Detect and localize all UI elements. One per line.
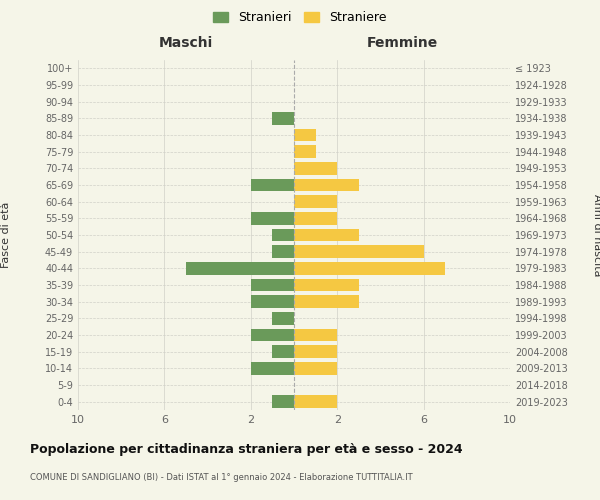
Bar <box>294 346 337 358</box>
Text: Maschi: Maschi <box>159 36 213 50</box>
Bar <box>272 312 294 324</box>
Bar <box>294 212 337 224</box>
Bar <box>294 279 359 291</box>
Text: COMUNE DI SANDIGLIANO (BI) - Dati ISTAT al 1° gennaio 2024 - Elaborazione TUTTIT: COMUNE DI SANDIGLIANO (BI) - Dati ISTAT … <box>30 472 413 482</box>
Bar <box>251 179 294 191</box>
Bar <box>294 246 424 258</box>
Bar <box>294 162 337 174</box>
Bar <box>294 396 337 408</box>
Bar <box>251 329 294 341</box>
Bar <box>251 212 294 224</box>
Bar <box>294 128 316 141</box>
Bar <box>272 346 294 358</box>
Bar <box>186 262 294 274</box>
Bar <box>251 296 294 308</box>
Bar <box>294 196 337 208</box>
Bar <box>294 179 359 191</box>
Text: Fasce di età: Fasce di età <box>1 202 11 268</box>
Legend: Stranieri, Straniere: Stranieri, Straniere <box>208 6 392 29</box>
Bar <box>272 229 294 241</box>
Bar <box>294 362 337 374</box>
Bar <box>294 229 359 241</box>
Text: Femmine: Femmine <box>367 36 437 50</box>
Bar <box>294 146 316 158</box>
Bar <box>272 396 294 408</box>
Text: Popolazione per cittadinanza straniera per età e sesso - 2024: Popolazione per cittadinanza straniera p… <box>30 442 463 456</box>
Bar <box>251 279 294 291</box>
Text: Anni di nascita: Anni di nascita <box>592 194 600 276</box>
Bar <box>272 246 294 258</box>
Bar <box>251 362 294 374</box>
Bar <box>294 296 359 308</box>
Bar <box>272 112 294 124</box>
Bar <box>294 262 445 274</box>
Bar <box>294 329 337 341</box>
